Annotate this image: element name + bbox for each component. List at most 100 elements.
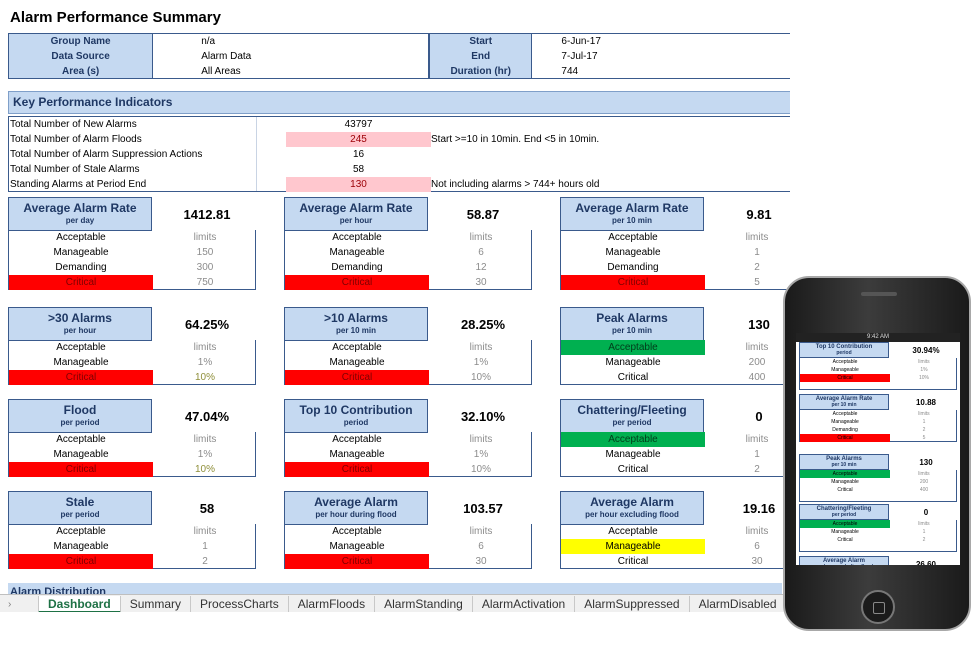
kpi-value[interactable]: 58: [352, 164, 365, 175]
tab-alarm-standing[interactable]: AlarmStanding: [375, 595, 473, 612]
card-row-limit[interactable]: 1%: [473, 449, 489, 460]
card-row-limit[interactable]: limits: [193, 434, 217, 445]
metric-card: >30 Alarms per hour 64.25% Acceptable limits…: [8, 307, 256, 395]
card-value[interactable]: 130: [748, 317, 770, 332]
card-row-limit[interactable]: 10%: [194, 464, 215, 475]
card-row-label: Critical: [285, 370, 429, 385]
tab-scroll-arrow-icon[interactable]: ›: [8, 599, 12, 610]
card-row-limit[interactable]: limits: [745, 342, 769, 353]
card-row-limit[interactable]: 750: [196, 277, 214, 288]
card-row-limit[interactable]: 2: [754, 262, 760, 273]
card-row-limit[interactable]: limits: [193, 232, 217, 243]
card-row-limit[interactable]: 2: [754, 464, 760, 475]
card-value[interactable]: 103.57: [463, 501, 503, 516]
card-row-limit[interactable]: 6: [478, 247, 484, 258]
card-row-limit[interactable]: limits: [745, 232, 769, 243]
phone-card-value: 30.94%: [912, 346, 940, 355]
card-title: Flood: [63, 403, 97, 417]
kpi-value[interactable]: 43797: [344, 119, 373, 130]
tab-alarm-suppressed[interactable]: AlarmSuppressed: [575, 595, 690, 612]
tab-process-charts[interactable]: ProcessCharts: [191, 595, 289, 612]
card-row-limit[interactable]: 10%: [470, 464, 491, 475]
tab-summary[interactable]: Summary: [121, 595, 192, 612]
kpi-value[interactable]: 245: [286, 132, 431, 147]
card-row: Acceptable limits: [561, 524, 790, 539]
card-header: Stale per period: [8, 491, 152, 525]
card-value[interactable]: 19.16: [742, 501, 776, 516]
card-row: Manageable 1: [561, 245, 790, 260]
card-row-limit[interactable]: limits: [193, 342, 217, 353]
tab-alarm-disabled[interactable]: AlarmDisabled: [690, 595, 787, 612]
card-row-limit[interactable]: limits: [469, 342, 493, 353]
card-row: Acceptable limits: [9, 230, 257, 245]
card-row: Manageable 1%: [285, 447, 533, 462]
card-value[interactable]: 58.87: [466, 207, 500, 222]
card-row-limit[interactable]: 1: [754, 247, 760, 258]
card-value[interactable]: 1412.81: [183, 207, 231, 222]
card-row-limit[interactable]: limits: [745, 434, 769, 445]
end-label: End: [471, 51, 491, 62]
kpi-value[interactable]: 16: [352, 149, 365, 160]
card-row-limit[interactable]: 12: [475, 262, 487, 273]
card-row-limit[interactable]: limits: [469, 434, 493, 445]
phone-card-row-limit: 1%: [920, 367, 928, 373]
start-value[interactable]: 6-Jun-17: [561, 36, 601, 47]
kpi-row: Standing Alarms at Period End 130 Not in…: [9, 177, 790, 192]
card-row: Acceptable limits: [9, 432, 257, 447]
kpi-value[interactable]: 130: [286, 177, 431, 192]
card-value[interactable]: 58: [199, 501, 215, 516]
home-button-icon[interactable]: [861, 590, 895, 624]
data-source-value[interactable]: Alarm Data: [201, 51, 252, 62]
tab-dashboard[interactable]: Dashboard: [38, 595, 121, 612]
phone-card-row-limit: limits: [918, 471, 930, 477]
area-value[interactable]: All Areas: [201, 66, 241, 77]
card-row-limit[interactable]: 6: [754, 541, 760, 552]
phone-card-subtitle: per 10 min: [831, 462, 857, 468]
card-value[interactable]: 64.25%: [184, 317, 230, 332]
card-row-limit[interactable]: 200: [748, 357, 766, 368]
card-row-limit[interactable]: 30: [475, 277, 487, 288]
meta-right: Start End Duration (hr) 6-Jun-17 7-Jul-1…: [429, 33, 790, 79]
card-row-limit[interactable]: 300: [196, 262, 214, 273]
phone-card-row-limit: limits: [918, 521, 930, 527]
card-value[interactable]: 9.81: [746, 207, 772, 222]
card-row-limit[interactable]: limits: [193, 526, 217, 537]
card-row-limit[interactable]: 1%: [473, 357, 489, 368]
card-row-limit[interactable]: 30: [751, 556, 763, 567]
card-row-limit[interactable]: 2: [202, 556, 208, 567]
card-title: Average Alarm: [590, 495, 674, 509]
card-row-limit[interactable]: 10%: [470, 372, 491, 383]
card-row-limit[interactable]: 150: [196, 247, 214, 258]
card-row-limit[interactable]: limits: [469, 232, 493, 243]
card-row-limit[interactable]: 1: [202, 541, 208, 552]
card-row-limit[interactable]: 1%: [197, 357, 213, 368]
card-value[interactable]: 0: [755, 409, 763, 424]
kpi-note: Start >=10 in 10min. End <5 in 10min.: [431, 134, 600, 145]
card-value[interactable]: 47.04%: [184, 409, 230, 424]
card-row-limit[interactable]: limits: [469, 526, 493, 537]
group-name-value[interactable]: n/a: [201, 36, 216, 47]
card-row-limit[interactable]: limits: [745, 526, 769, 537]
card-row-limit[interactable]: 10%: [194, 372, 215, 383]
card-row-limit[interactable]: 400: [748, 372, 766, 383]
card-row-label: Demanding: [331, 262, 383, 273]
phone-card-subtitle: per hour excluding flood: [800, 564, 888, 565]
phone-card-row: Acceptable limits: [800, 358, 958, 366]
metric-card: Average Alarm Rate per hour 58.87 Acceptabl…: [284, 197, 532, 290]
card-row-limit[interactable]: 1: [754, 449, 760, 460]
card-row-limit[interactable]: 1%: [197, 449, 213, 460]
card-value[interactable]: 32.10%: [460, 409, 506, 424]
card-row-limit[interactable]: 5: [754, 277, 760, 288]
card-row-limit[interactable]: 6: [478, 541, 484, 552]
card-subtitle: per period: [612, 418, 652, 427]
end-value[interactable]: 7-Jul-17: [561, 51, 598, 62]
tab-alarm-floods[interactable]: AlarmFloods: [289, 595, 376, 612]
tab-alarm-activation[interactable]: AlarmActivation: [473, 595, 576, 612]
duration-value[interactable]: 744: [561, 66, 579, 77]
kpi-label: Total Number of New Alarms: [10, 119, 137, 130]
card-row-limit[interactable]: 30: [475, 556, 487, 567]
card-value[interactable]: 28.25%: [460, 317, 506, 332]
card-row-label: Demanding: [607, 262, 659, 273]
phone-card-subtitle: per 10 min: [831, 402, 857, 408]
